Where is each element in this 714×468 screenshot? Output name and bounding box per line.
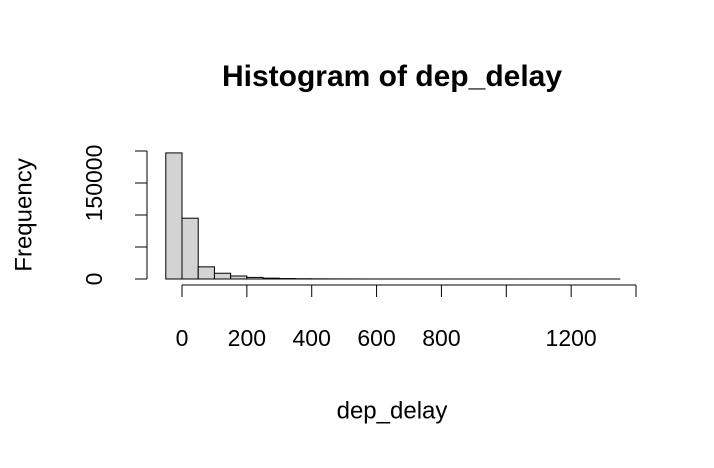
x-axis-title: dep_delay xyxy=(337,397,448,424)
y-axis-title: Frequency xyxy=(10,158,37,271)
y-tick-label: 150000 xyxy=(81,145,107,222)
x-tick-label: 0 xyxy=(176,325,189,351)
bar xyxy=(165,152,183,280)
x-tick-label: 800 xyxy=(422,325,460,351)
bar xyxy=(246,276,264,280)
x-tick-label: 1200 xyxy=(546,325,597,351)
y-tick-label: 0 xyxy=(81,273,107,286)
bar xyxy=(181,217,199,280)
chart-title: Histogram of dep_delay xyxy=(222,60,562,93)
x-tick-label: 400 xyxy=(293,325,331,351)
bar xyxy=(197,266,215,280)
x-tick-label: 600 xyxy=(357,325,395,351)
bar xyxy=(230,275,248,280)
x-tick-label: 200 xyxy=(228,325,266,351)
bar xyxy=(213,272,232,280)
bar xyxy=(262,277,280,280)
